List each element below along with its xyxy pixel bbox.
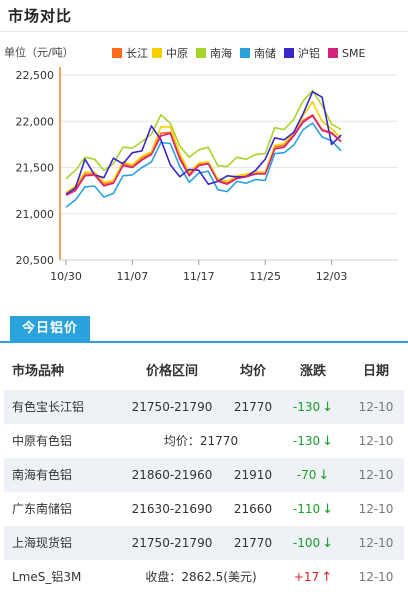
x-tick-label: 10/30 (50, 270, 82, 283)
y-tick-label: 21,500 (16, 162, 55, 175)
price-table: 市场品种 价格区间 均价 涨跌 日期 有色宝长江铝 21750-21790 2177… (4, 354, 404, 594)
price-date: 12-10 (358, 536, 394, 550)
price-date: 12-10 (358, 502, 394, 516)
table-body: 有色宝长江铝 21750-21790 21770 -130 ↓ 12-10 中原有色铝 均价：… (4, 390, 404, 594)
column-header-average: 均价 (239, 364, 266, 379)
price-change: -70 ↓ (288, 458, 338, 493)
y-tick-label: 22,000 (16, 115, 55, 128)
tab-today-aluminum-price[interactable]: 今日铝价 (10, 316, 90, 342)
average-price: 21660 (233, 502, 273, 516)
column-header-price-range: 价格区间 (145, 364, 198, 379)
price-change: +17 ↑ (288, 560, 338, 595)
series-line-5 (65, 90, 342, 195)
arrow-down-icon: ↓ (322, 434, 334, 449)
price-date: 12-10 (358, 434, 394, 448)
market-name: 上海现货铝 (12, 536, 73, 550)
table-row: 上海现货铝 21750-21790 21770 -100 ↓ 12-10 (4, 526, 404, 560)
legend-label: 沪铝 (298, 46, 320, 60)
market-name: 有色宝长江铝 (12, 400, 85, 414)
column-header-change: 涨跌 (299, 364, 326, 379)
table-row: 广东南储铝 21630-21690 21660 -110 ↓ 12-10 (4, 492, 404, 526)
table-row: 中原有色铝 均价：21770 -130 ↓ 12-10 (4, 424, 404, 458)
price-change: -130 ↓ (288, 424, 338, 459)
y-tick-label: 20,500 (16, 254, 55, 267)
section-title: 市场对比 (8, 7, 73, 25)
legend-label: 中原 (166, 47, 188, 60)
x-tick-label: 11/25 (249, 270, 281, 283)
average-price: 21770 (233, 400, 273, 414)
column-header-date: 日期 (362, 364, 389, 379)
average-price: 21910 (233, 468, 273, 482)
price-change-value: -110 (292, 502, 321, 516)
price-change-value: -70 (296, 468, 317, 482)
legend-label: 长江 (126, 47, 148, 60)
table-row: 南海有色铝 21860-21960 21910 -70 ↓ 12-10 (4, 458, 404, 492)
price-date: 12-10 (358, 400, 394, 414)
price-change-value: -130 (292, 400, 321, 414)
price-change: -100 ↓ (288, 526, 338, 561)
price-summary: 收盘：2862.5(美元) (145, 570, 257, 584)
series-line-2 (65, 100, 342, 194)
legend-swatch (196, 48, 206, 58)
legend-label: SME (342, 47, 365, 60)
tab-underline (0, 341, 408, 343)
market-name: 中原有色铝 (12, 434, 73, 448)
series-line-3 (65, 89, 342, 180)
arrow-down-icon: ↓ (322, 400, 334, 415)
price-change: -110 ↓ (288, 492, 338, 527)
arrow-down-icon: ↓ (322, 536, 334, 551)
column-header-market: 市场品种 (12, 364, 65, 379)
price-date: 12-10 (358, 468, 394, 482)
market-name: 南海有色铝 (12, 468, 73, 482)
x-tick-label: 11/07 (117, 270, 149, 283)
series-line-4 (65, 122, 342, 208)
arrow-down-icon: ↓ (318, 468, 330, 483)
legend-swatch (112, 48, 122, 58)
x-tick-label: 11/17 (183, 270, 215, 283)
legend-label: 南储 (254, 46, 276, 60)
price-date: 12-10 (358, 570, 394, 584)
price-range: 21750-21790 (131, 400, 213, 414)
price-change-value: -100 (292, 536, 321, 550)
market-name: LmeS_铝3M (12, 570, 82, 584)
legend-swatch (284, 48, 294, 58)
y-axis-unit-label: 单位（元/吨） (4, 45, 74, 59)
price-range: 21630-21690 (131, 502, 213, 516)
average-price: 21770 (233, 536, 273, 550)
arrow-up-icon: ↑ (321, 570, 333, 585)
price-range: 21750-21790 (131, 536, 213, 550)
price-change-value: +17 (293, 570, 320, 584)
price-change: -130 ↓ (288, 390, 338, 425)
price-range: 21860-21960 (131, 468, 213, 482)
legend-swatch (152, 48, 162, 58)
legend-swatch (328, 48, 338, 58)
y-tick-label: 22,500 (16, 69, 55, 82)
price-change-value: -130 (292, 434, 321, 448)
market-name: 广东南储铝 (12, 502, 73, 516)
section-header: 市场对比 (0, 0, 408, 32)
series-line-6 (65, 114, 342, 197)
table-row: 有色宝长江铝 21750-21790 21770 -130 ↓ 12-10 (4, 390, 404, 424)
legend-label: 南海 (210, 46, 232, 60)
y-tick-label: 21,000 (16, 208, 55, 221)
arrow-down-icon: ↓ (322, 502, 334, 517)
x-tick-label: 12/03 (316, 270, 348, 283)
table-row: LmeS_铝3M 收盘：2862.5(美元) +17 ↑ 12-10 (4, 560, 404, 594)
price-comparison-chart: 单位（元/吨） 22,500 22,000 21,500 21,000 20,500 10/… (4, 45, 398, 283)
legend-swatch (240, 48, 250, 58)
table-header-row: 市场品种 价格区间 均价 涨跌 日期 (4, 354, 404, 390)
price-summary: 均价：21770 (163, 434, 239, 448)
